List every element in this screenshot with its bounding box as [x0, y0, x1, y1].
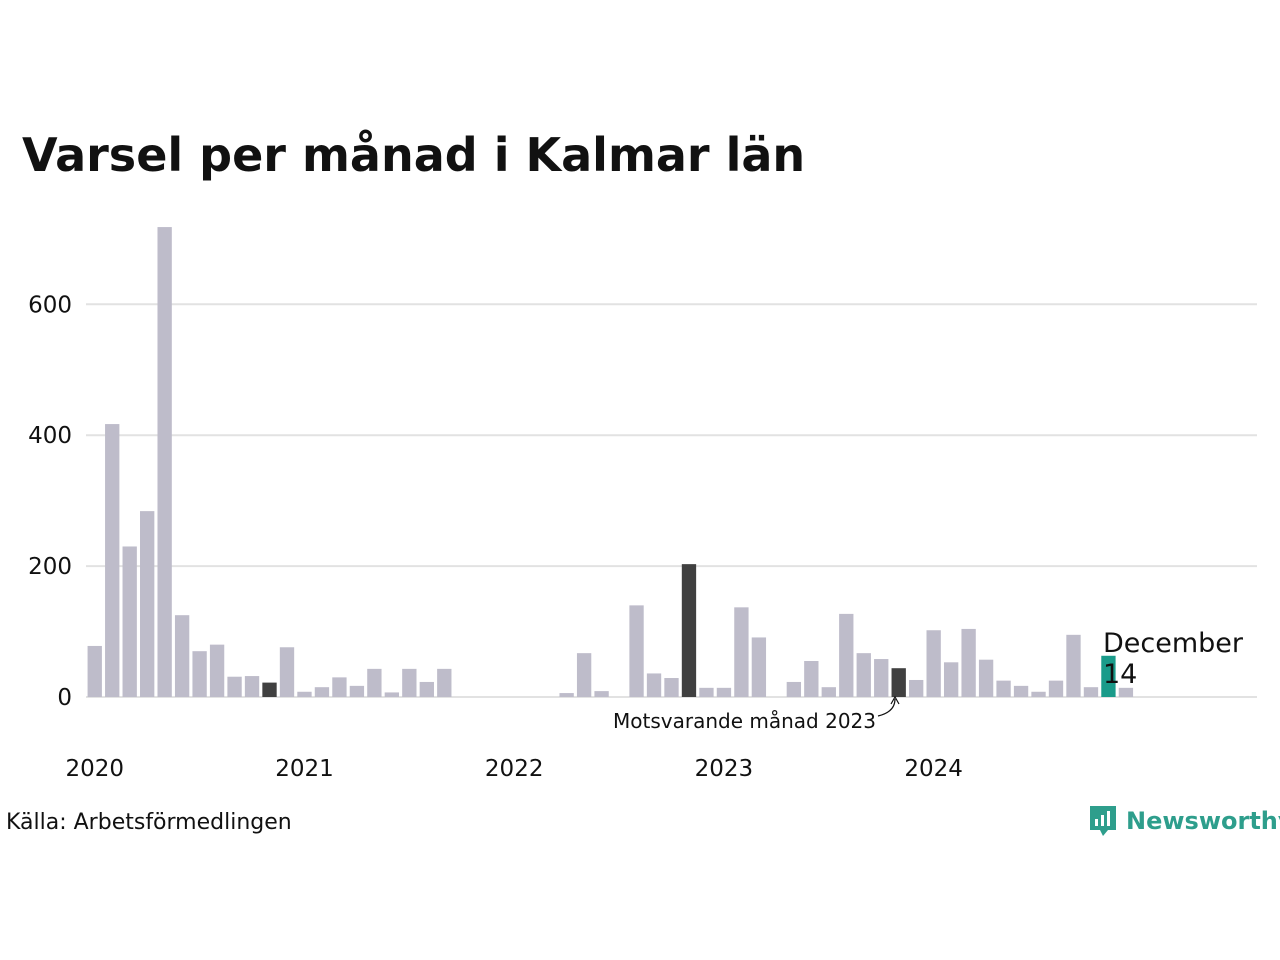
bar — [402, 668, 417, 697]
bar — [367, 668, 382, 697]
bar — [122, 546, 137, 697]
bar — [1048, 680, 1064, 697]
bar — [227, 676, 242, 697]
bar — [856, 653, 871, 697]
bar — [332, 677, 347, 697]
bar — [105, 424, 120, 697]
bar — [87, 645, 102, 697]
bar — [926, 630, 941, 697]
bar — [961, 628, 976, 697]
bar — [821, 687, 836, 697]
bar — [279, 647, 295, 697]
bar — [594, 691, 609, 697]
bar — [384, 692, 400, 697]
bar — [629, 605, 644, 697]
y-tick-label: 200 — [28, 554, 72, 580]
bar — [559, 693, 574, 697]
bar-same-month-previous-year — [262, 682, 277, 697]
bar — [839, 613, 854, 697]
bar — [734, 607, 749, 697]
bar — [751, 637, 767, 697]
latest-value-label: 14 — [1103, 659, 1137, 690]
bar — [192, 651, 207, 697]
y-tick-label: 0 — [57, 685, 72, 711]
bar — [419, 681, 434, 697]
bar — [437, 668, 452, 697]
bar — [1118, 687, 1134, 697]
y-axis-labels: 0 200 400 600 — [28, 292, 72, 711]
bar-current-month — [1101, 655, 1116, 697]
bar-chart: 0 200 400 600 2020 2021 2022 2023 2024 Motsvara… — [28, 227, 1257, 782]
y-tick-label: 400 — [28, 423, 72, 449]
bar — [209, 644, 225, 697]
chart-title: Varsel per månad i Kalmar län — [22, 128, 806, 182]
newsworthy-logo: Newsworthy — [1088, 804, 1280, 838]
bar — [874, 659, 889, 697]
bar — [646, 673, 662, 697]
bar — [786, 681, 802, 697]
bar — [664, 678, 679, 697]
bar — [1013, 685, 1029, 697]
bar — [349, 685, 365, 697]
x-tick-label: 2024 — [904, 756, 963, 782]
bar — [996, 680, 1011, 697]
latest-month-label: December — [1103, 628, 1244, 659]
bar — [909, 679, 924, 697]
x-tick-label: 2021 — [275, 756, 334, 782]
y-tick-label: 600 — [28, 292, 72, 318]
bar — [576, 653, 592, 697]
bar — [157, 227, 172, 697]
x-axis-labels: 2020 2021 2022 2023 2024 — [65, 756, 962, 782]
bar-same-month-previous-year — [681, 564, 697, 697]
annotation-arrow — [877, 698, 896, 717]
bar — [978, 659, 994, 697]
bar — [699, 687, 714, 697]
bar — [174, 615, 190, 697]
bar — [244, 676, 260, 697]
brand-name: Newsworthy — [1126, 807, 1280, 835]
bar-same-month-previous-year — [891, 668, 906, 697]
previous-year-annotation: Motsvarande månad 2023 — [613, 709, 876, 733]
x-tick-label: 2020 — [65, 756, 124, 782]
bar — [140, 511, 155, 697]
bar — [804, 661, 819, 697]
newsworthy-logo-icon — [1090, 806, 1116, 836]
annotation-arrowhead — [890, 695, 900, 705]
annotations: Motsvarande månad 2023 December 14 — [613, 628, 1244, 733]
bar — [943, 662, 959, 697]
bar — [1031, 691, 1046, 697]
grid-lines — [86, 303, 1257, 698]
bar — [297, 691, 312, 697]
source-note: Källa: Arbetsförmedlingen — [6, 810, 292, 835]
x-tick-label: 2022 — [485, 756, 544, 782]
bar — [314, 687, 330, 697]
bars — [87, 227, 1134, 697]
x-tick-label: 2023 — [695, 756, 754, 782]
bar — [1066, 634, 1081, 697]
bar — [1083, 687, 1099, 697]
bar — [716, 687, 732, 697]
